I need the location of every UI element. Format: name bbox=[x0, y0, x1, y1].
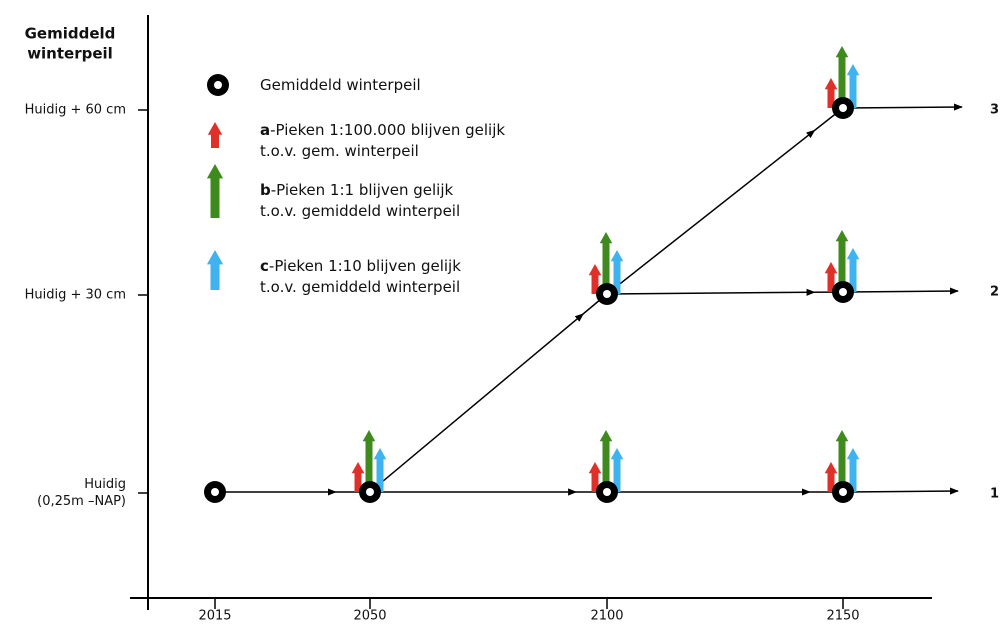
legend-line: -Pieken 1:100.000 blijven gelijk bbox=[270, 121, 505, 139]
peak-arrow bbox=[835, 230, 849, 292]
legend-letter: c bbox=[260, 257, 269, 275]
legend-line: t.o.v. gem. winterpeil bbox=[260, 142, 419, 160]
legend-line: t.o.v. gemiddeld winterpeil bbox=[260, 202, 460, 220]
x-label: 2150 bbox=[826, 609, 859, 624]
x-label: 2050 bbox=[353, 609, 386, 624]
peak-arrow bbox=[846, 248, 860, 292]
legend-letter: b bbox=[260, 181, 271, 199]
node-center bbox=[839, 488, 847, 496]
connector bbox=[842, 490, 959, 493]
peak-arrow bbox=[588, 264, 602, 294]
legend-letter: a bbox=[260, 121, 270, 139]
node-center bbox=[366, 488, 374, 496]
connector bbox=[842, 106, 963, 109]
y-label: Huidig + 60 cm bbox=[25, 103, 126, 118]
y-label: Huidig bbox=[84, 477, 126, 492]
x-label: 2015 bbox=[198, 609, 231, 624]
legend-text: t.o.v. gemiddeld winterpeil bbox=[260, 202, 460, 220]
connector bbox=[606, 291, 844, 295]
node-center bbox=[603, 290, 611, 298]
node-center bbox=[839, 104, 847, 112]
scenario-label: 3 bbox=[990, 103, 999, 118]
node-center bbox=[603, 488, 611, 496]
legend-text: c-Pieken 1:10 blijven gelijk bbox=[260, 257, 461, 275]
peak-arrow bbox=[824, 262, 838, 292]
peak-arrow bbox=[824, 462, 838, 492]
legend-text: a-Pieken 1:100.000 blijven gelijk bbox=[260, 121, 505, 139]
node-center bbox=[211, 488, 219, 496]
peak-arrow bbox=[610, 250, 624, 294]
y-axis-title: Gemiddeld bbox=[25, 25, 116, 43]
connector bbox=[369, 293, 608, 493]
peak-arrow bbox=[599, 430, 613, 492]
legend-text: b-Pieken 1:1 blijven gelijk bbox=[260, 181, 453, 199]
peak-arrow bbox=[835, 46, 849, 108]
legend-text: t.o.v. gem. winterpeil bbox=[260, 142, 419, 160]
peak-arrow bbox=[824, 78, 838, 108]
peak-arrow bbox=[610, 448, 624, 492]
legend-line: -Pieken 1:10 blijven gelijk bbox=[269, 257, 461, 275]
peak-arrow bbox=[206, 164, 224, 218]
y-axis-title: winterpeil bbox=[27, 45, 113, 63]
connector bbox=[842, 290, 959, 293]
x-label: 2100 bbox=[590, 609, 623, 624]
connector bbox=[606, 107, 844, 295]
peak-arrow bbox=[588, 462, 602, 492]
legend-line: t.o.v. gemiddeld winterpeil bbox=[260, 278, 460, 296]
peak-arrow bbox=[846, 448, 860, 492]
peak-arrow bbox=[206, 250, 224, 290]
peak-arrow bbox=[835, 430, 849, 492]
peak-arrow bbox=[351, 462, 365, 492]
legend-text: t.o.v. gemiddeld winterpeil bbox=[260, 278, 460, 296]
peak-arrow bbox=[373, 448, 387, 492]
scenario-label: 1 bbox=[990, 487, 999, 502]
legend-line: Gemiddeld winterpeil bbox=[260, 76, 421, 94]
y-label: Huidig + 30 cm bbox=[25, 288, 126, 303]
node-center bbox=[214, 81, 222, 89]
peak-arrow bbox=[846, 64, 860, 108]
peak-arrow bbox=[362, 430, 376, 492]
peak-arrow bbox=[207, 122, 223, 148]
scenario-label: 2 bbox=[990, 285, 999, 300]
peak-arrow bbox=[599, 232, 613, 294]
legend-text: Gemiddeld winterpeil bbox=[260, 76, 421, 94]
y-label: (0,25m –NAP) bbox=[37, 494, 126, 509]
node-center bbox=[839, 288, 847, 296]
legend-line: -Pieken 1:1 blijven gelijk bbox=[271, 181, 454, 199]
